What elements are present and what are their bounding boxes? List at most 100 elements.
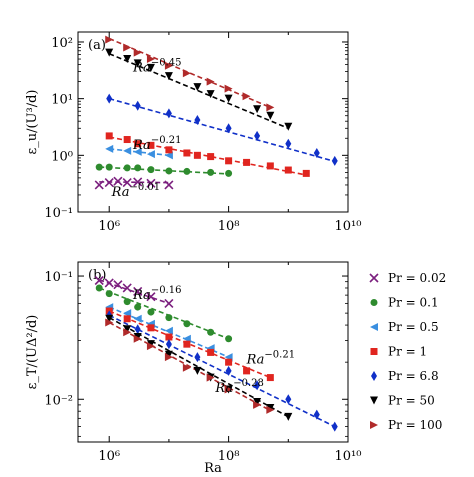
data-point xyxy=(94,275,104,286)
data-point xyxy=(266,405,275,414)
data-point xyxy=(207,153,215,161)
data-point xyxy=(105,132,113,140)
data-point xyxy=(242,92,251,101)
data-point xyxy=(313,147,320,158)
data-point xyxy=(134,164,142,172)
legend-marker xyxy=(371,371,377,381)
fit-line xyxy=(109,148,169,157)
y-tick-label: 10² xyxy=(51,36,73,51)
y-tick-label: 10⁻¹ xyxy=(44,206,73,221)
data-point xyxy=(266,162,274,170)
fit-line xyxy=(108,53,289,130)
data-point xyxy=(123,309,132,318)
data-point xyxy=(183,167,191,175)
data-point xyxy=(133,59,142,68)
data-point xyxy=(95,163,103,171)
data-point xyxy=(123,315,131,323)
data-point xyxy=(206,77,215,86)
y-tick-label: 10⁻¹ xyxy=(44,270,73,285)
fit-line xyxy=(108,321,271,412)
data-point xyxy=(313,409,320,420)
data-point xyxy=(206,90,215,99)
x-tick-label: 10⁸ xyxy=(218,219,240,234)
data-point xyxy=(105,144,114,153)
data-point xyxy=(225,169,233,177)
data-point xyxy=(182,363,191,372)
legend-label: Pr = 6.8 xyxy=(388,369,439,383)
x-tick-label: 10⁶ xyxy=(98,449,120,464)
legend-label: Pr = 100 xyxy=(388,418,442,432)
data-point xyxy=(266,103,275,112)
data-point xyxy=(134,100,141,111)
x-tick-label: 10¹⁰ xyxy=(335,219,362,234)
data-point xyxy=(164,350,173,359)
data-point xyxy=(94,180,104,190)
panel-b: (b) ε_T/(UΔ²/d) Ra 10⁶ 10⁸ 10¹⁰ 10⁻² 10⁻¹ Ra… xyxy=(25,261,361,476)
annotation-exponent: −0.45 xyxy=(151,58,182,69)
data-point xyxy=(194,115,201,126)
y-tick-label: 10⁰ xyxy=(51,149,73,164)
data-point xyxy=(123,328,132,337)
legend-label: Pr = 0.02 xyxy=(388,271,446,285)
panel-b-ylabel: ε_T/(UΔ²/d) xyxy=(25,315,40,390)
data-point xyxy=(133,48,142,57)
legend-marker xyxy=(370,323,378,331)
data-point xyxy=(243,158,251,166)
data-point xyxy=(254,130,261,141)
data-point xyxy=(146,150,155,159)
data-point xyxy=(133,147,142,156)
data-point xyxy=(225,157,233,165)
panel-a: (a) ε_u/(U³/d) 10⁶ 10⁸ 10¹⁰ 10⁻¹ 10⁰ 10¹ 10² R… xyxy=(25,31,361,234)
data-point xyxy=(253,400,262,409)
data-point xyxy=(254,380,261,391)
data-point xyxy=(133,314,142,323)
panel-a-label: (a) xyxy=(88,38,106,53)
data-point xyxy=(146,178,156,188)
annotation-base: Ra xyxy=(214,381,233,396)
data-point xyxy=(193,83,202,92)
data-point xyxy=(183,340,191,348)
data-point xyxy=(253,105,262,114)
legend-marker xyxy=(369,273,379,283)
fit-line xyxy=(98,287,229,340)
panel-b-xlabel: Ra xyxy=(204,461,222,476)
annotation-exponent: −0.16 xyxy=(151,285,182,296)
data-point xyxy=(266,111,275,120)
panel-b-label: (b) xyxy=(88,268,106,283)
panel-a-ticks: 10⁶ 10⁸ 10¹⁰ 10⁻¹ 10⁰ 10¹ 10² xyxy=(44,32,361,234)
data-point xyxy=(206,373,215,382)
data-point xyxy=(207,348,215,356)
scaling-annotation: Ra−0.21 xyxy=(246,350,296,368)
annotation-base: Ra xyxy=(132,138,151,153)
data-point xyxy=(284,412,293,421)
data-point xyxy=(194,352,201,363)
x-tick-label: 10⁸ xyxy=(218,449,240,464)
scaling-annotation: Ra−0.28 xyxy=(214,378,263,396)
data-point xyxy=(106,93,113,104)
annotation-base: Ra xyxy=(132,61,151,76)
data-point xyxy=(147,141,155,149)
fit-line xyxy=(99,166,229,175)
data-point xyxy=(105,318,114,327)
annotation-base: Ra xyxy=(111,185,130,200)
data-point xyxy=(224,385,233,394)
panel-a-ylabel: ε_u/(U³/d) xyxy=(25,90,40,155)
panel-a-frame xyxy=(77,31,349,213)
fit-line xyxy=(108,314,336,428)
legend-marker xyxy=(370,348,378,355)
data-point xyxy=(105,163,113,171)
fit-line xyxy=(108,310,271,379)
data-point xyxy=(147,324,155,332)
legend-marker xyxy=(370,396,378,405)
data-point xyxy=(183,320,191,328)
data-point xyxy=(146,292,156,302)
data-point xyxy=(224,84,233,93)
data-point xyxy=(164,298,174,308)
panel-b-annotations: Ra −0.16 Ra−0.21 Ra−0.28 xyxy=(132,285,295,396)
panel-b-points xyxy=(94,275,338,432)
data-point xyxy=(225,335,233,343)
data-point xyxy=(134,324,141,335)
data-point xyxy=(95,284,103,292)
scaling-annotation: Ra−0.01 xyxy=(111,182,161,200)
annotation-exponent: −0.21 xyxy=(151,135,182,146)
